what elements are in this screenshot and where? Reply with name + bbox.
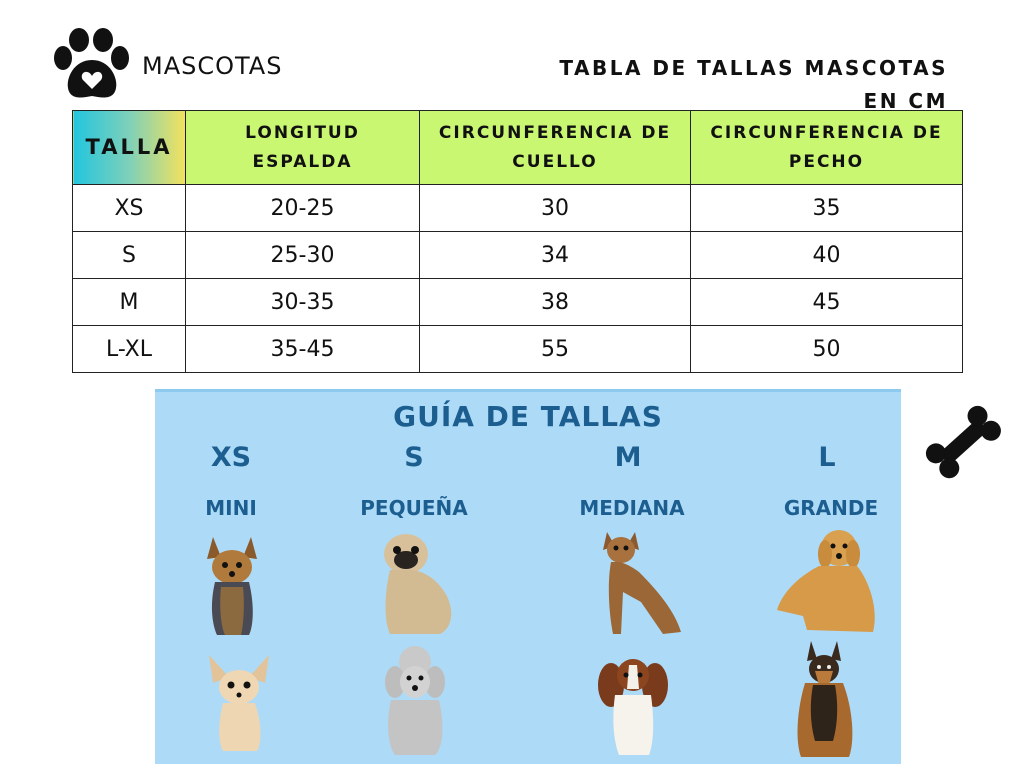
cell-pecho: 45 xyxy=(690,278,963,326)
cell-longitud: 20-25 xyxy=(185,184,420,232)
guide-size-m: M xyxy=(614,442,642,473)
dog-cavalier-photo xyxy=(598,659,668,755)
table-row: M 30-35 38 45 xyxy=(72,278,963,326)
page-title: TABLA DE TALLAS MASCOTAS EN CM xyxy=(540,52,948,118)
cell-talla: M xyxy=(72,278,186,326)
cell-cuello: 38 xyxy=(419,278,691,326)
guide-category-mediana: MEDIANA xyxy=(579,496,685,520)
cell-talla: L-XL xyxy=(72,325,186,373)
bone-icon xyxy=(925,405,1001,479)
title-line-1: TABLA DE TALLAS MASCOTAS xyxy=(559,56,948,80)
brand-name: MASCOTAS xyxy=(142,52,283,80)
table-header-row: TALLA LONGITUD ESPALDA CIRCUNFERENCIA DE… xyxy=(72,110,963,185)
cell-pecho: 35 xyxy=(690,184,963,232)
cell-talla: XS xyxy=(72,184,186,232)
table-row: S 25-30 34 40 xyxy=(72,231,963,279)
cell-longitud: 35-45 xyxy=(185,325,420,373)
size-table: TALLA LONGITUD ESPALDA CIRCUNFERENCIA DE… xyxy=(72,110,963,373)
dog-yorkie-photo xyxy=(207,537,257,635)
cell-pecho: 50 xyxy=(690,325,963,373)
dog-poodle-photo xyxy=(385,646,445,755)
cell-cuello: 55 xyxy=(419,325,691,373)
guide-title: GUÍA DE TALLAS xyxy=(393,400,663,433)
cell-longitud: 25-30 xyxy=(185,231,420,279)
dog-golden-retriever-photo xyxy=(777,530,875,632)
header-talla: TALLA xyxy=(72,110,186,185)
guide-category-grande: GRANDE xyxy=(783,496,879,520)
guide-category-pequena: PEQUEÑA xyxy=(360,496,468,520)
dog-mixed-breed-photo xyxy=(603,532,681,634)
guide-category-mini: MINI xyxy=(205,496,257,520)
table-row: XS 20-25 30 35 xyxy=(72,184,963,232)
cell-cuello: 34 xyxy=(419,231,691,279)
header-circunferencia-pecho: CIRCUNFERENCIA DE PECHO xyxy=(690,110,963,185)
table-row: L-XL 35-45 55 50 xyxy=(72,325,963,373)
guide-size-s: S xyxy=(404,442,424,473)
cell-longitud: 30-35 xyxy=(185,278,420,326)
cell-talla: S xyxy=(72,231,186,279)
guide-size-l: L xyxy=(818,442,836,473)
cell-pecho: 40 xyxy=(690,231,963,279)
dog-german-shepherd-photo xyxy=(797,641,853,757)
title-line-2: EN CM xyxy=(863,89,948,113)
cell-cuello: 30 xyxy=(419,184,691,232)
header-longitud-espalda: LONGITUD ESPALDA xyxy=(185,110,420,185)
guide-size-xs: XS xyxy=(210,442,252,473)
header-circunferencia-cuello: CIRCUNFERENCIA DE CUELLO xyxy=(419,110,691,185)
size-guide-panel: GUÍA DE TALLAS XS S M L MINI PEQUEÑA MED… xyxy=(155,389,901,764)
dog-pug-photo xyxy=(384,534,452,634)
paw-heart-icon xyxy=(54,28,129,98)
dog-chihuahua-photo xyxy=(209,655,269,751)
